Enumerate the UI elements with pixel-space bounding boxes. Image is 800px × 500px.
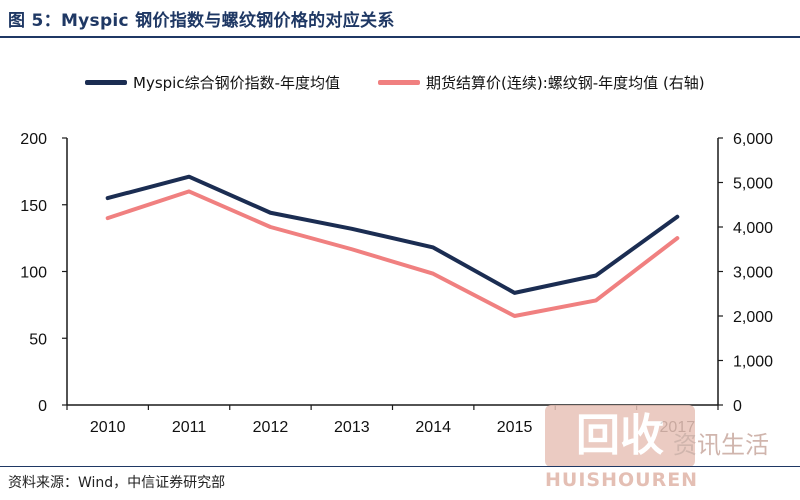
y-right-tick-label: 5,000 [733, 176, 773, 193]
y-left-tick-label: 0 [38, 398, 47, 415]
x-tick-label: 2010 [90, 419, 126, 436]
y-left-tick-label: 200 [20, 131, 47, 148]
figure-title: 图 5：Myspic 钢价指数与螺纹钢价格的对应关系 [8, 11, 395, 31]
y-left-tick-label: 50 [29, 331, 47, 348]
y-right-tick-label: 6,000 [733, 131, 773, 148]
x-tick-label: 2015 [497, 419, 533, 436]
x-tick-label: 2013 [334, 419, 370, 436]
legend-item-series1: Myspic综合钢价指数-年度均值 [85, 72, 340, 93]
y-right-tick-label: 1,000 [733, 354, 773, 371]
title-divider [0, 36, 800, 38]
x-tick-label: 2012 [253, 419, 289, 436]
x-tick-label: 2014 [415, 419, 451, 436]
y-right-tick-label: 4,000 [733, 220, 773, 237]
watermark-main: 回收 [545, 405, 695, 467]
legend-label-series2: 期货结算价(连续):螺纹钢-年度均值 (右轴) [426, 74, 705, 92]
legend-item-series2: 期货结算价(连续):螺纹钢-年度均值 (右轴) [378, 72, 705, 93]
watermark-sub: HUISHOUREN [545, 469, 699, 491]
legend-label-series1: Myspic综合钢价指数-年度均值 [133, 74, 340, 92]
y-left-tick-label: 100 [20, 265, 47, 282]
x-tick-label: 2011 [172, 419, 207, 436]
series-line-1 [105, 174, 680, 295]
watermark-logo: 回收 资讯生活 HUISHOUREN [545, 405, 769, 491]
chart-legend: Myspic综合钢价指数-年度均值 期货结算价(连续):螺纹钢-年度均值 (右轴… [0, 72, 800, 102]
y-right-tick-label: 0 [733, 398, 742, 415]
y-right-tick-label: 2,000 [733, 309, 773, 326]
y-right-tick-label: 3,000 [733, 265, 773, 282]
watermark-side: 资讯生活 [673, 431, 769, 459]
legend-swatch-series1 [85, 80, 127, 85]
source-note: 资料来源：Wind，中信证券研究部 [8, 475, 226, 491]
series-line-2 [105, 189, 680, 318]
y-left-tick-label: 150 [20, 198, 47, 215]
legend-swatch-series2 [378, 80, 420, 85]
source-divider [0, 466, 800, 467]
